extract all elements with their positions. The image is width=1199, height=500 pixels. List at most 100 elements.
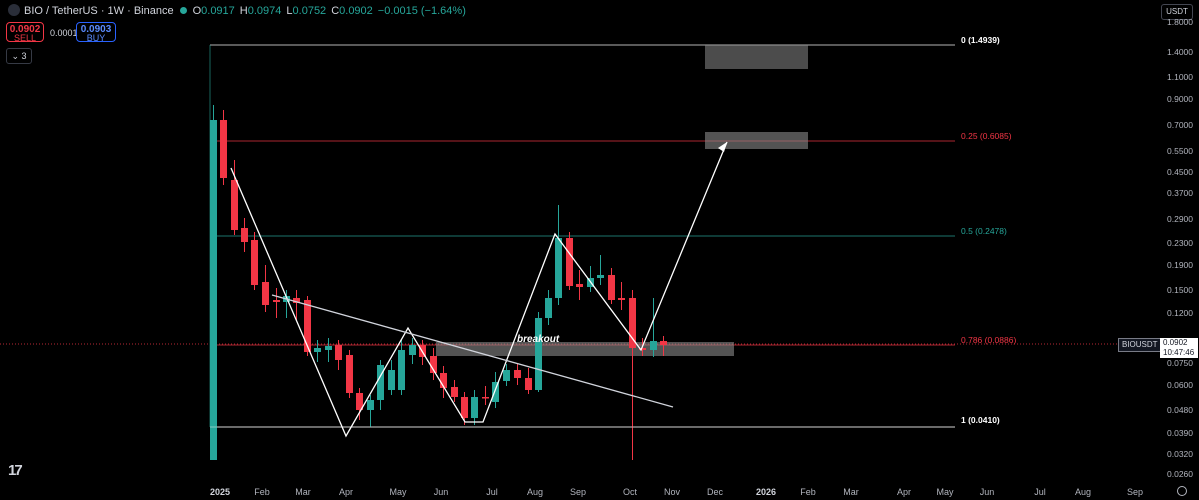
candle-body (576, 284, 583, 287)
candle-body (618, 298, 625, 300)
candle-body (241, 228, 248, 242)
time-axis-label: 2026 (755, 487, 777, 497)
time-axis-label: 2025 (209, 487, 231, 497)
tradingview-logo-icon[interactable]: 17 (8, 462, 23, 479)
candle-body (503, 370, 510, 381)
candle-body (377, 365, 384, 400)
candle-body (220, 120, 227, 178)
market-open-dot-icon (179, 7, 187, 14)
candle-body (461, 397, 468, 418)
price-tag-symbol: BIOUSDT (1118, 338, 1162, 352)
time-axis-label: Oct (622, 487, 638, 497)
indicator-collapse-button[interactable]: ⌄ 3 (6, 48, 32, 64)
chart-legend: BIO / TetherUS · 1W · Binance O0.0917 H0.0… (8, 4, 471, 17)
fib-level-label: 0.5 (0.2478) (961, 226, 1007, 236)
price-axis-label: 0.1900 (1167, 260, 1193, 270)
candle-body (210, 120, 217, 460)
high-value: 0.0974 (247, 5, 282, 17)
price-axis-label: 0.0390 (1167, 428, 1193, 438)
indicator-count: 3 (21, 51, 27, 61)
spread-value: 0.0001 (50, 28, 78, 38)
candle-body (639, 348, 646, 350)
fib-level-label: 0.25 (0.6085) (961, 131, 1012, 141)
target-zone-top (705, 45, 808, 69)
candle-body (314, 348, 321, 352)
close-value: 0.0902 (339, 5, 373, 17)
time-axis-label: May (389, 487, 407, 497)
currency-button[interactable]: USDT (1161, 4, 1193, 20)
candle-body (492, 382, 499, 402)
price-axis-label: 0.9000 (1167, 94, 1193, 104)
buy-button[interactable]: 0.0903 BUY (76, 22, 116, 43)
candle-body (451, 387, 458, 397)
price-axis-label: 0.0260 (1167, 469, 1193, 479)
candle-body (293, 298, 300, 303)
candle-body (335, 345, 342, 360)
candle-body (660, 341, 667, 345)
price-axis-label: 0.3700 (1167, 188, 1193, 198)
fib-level-label: 0.786 (0.0886) (961, 335, 1017, 345)
price-tag-countdown: 10:47:46 (1163, 348, 1195, 357)
time-axis-label: Feb (800, 487, 816, 497)
candle-body (304, 300, 311, 352)
price-axis-label: 0.0480 (1167, 405, 1193, 415)
low-label: L (286, 5, 293, 17)
price-axis-label: 0.2300 (1167, 238, 1193, 248)
time-axis-label: Apr (338, 487, 354, 497)
time-axis-label: Aug (1074, 487, 1092, 497)
price-axis-label: 0.7000 (1167, 120, 1193, 130)
candle-body (471, 397, 478, 418)
low-value: 0.0752 (292, 5, 327, 17)
candle-body (325, 346, 332, 350)
fib-level-label: 0 (1.4939) (961, 35, 1000, 45)
buy-price: 0.0903 (80, 24, 112, 35)
zigzag-projection-line (230, 141, 728, 438)
time-axis-label: Mar (843, 487, 859, 497)
price-axis-label: 1.8000 (1167, 17, 1193, 27)
sell-price: 0.0902 (9, 24, 41, 35)
candle-body (388, 370, 395, 390)
close-label: C (331, 5, 340, 17)
time-axis-label: Jul (486, 487, 498, 497)
candle-body (262, 282, 269, 305)
candle-body (346, 355, 353, 393)
buy-label: BUY (86, 33, 106, 43)
time-axis-label: Sep (1126, 487, 1144, 497)
candle-body (597, 275, 604, 278)
chevron-down-icon: ⌄ (11, 51, 19, 61)
symbol-logo-icon (8, 4, 20, 16)
price-axis-label: 0.5500 (1167, 146, 1193, 156)
time-axis-label: Jun (979, 487, 995, 497)
breakout-annotation: breakout (517, 334, 560, 345)
time-axis-label: Aug (526, 487, 544, 497)
time-axis-label: Jun (433, 487, 449, 497)
open-value: 0.0917 (201, 5, 235, 17)
price-axis-label: 0.2900 (1167, 214, 1193, 224)
gear-icon[interactable] (1177, 486, 1187, 496)
price-axis-label: 0.1500 (1167, 285, 1193, 295)
symbol-title[interactable]: BIO / TetherUS · 1W · Binance (24, 5, 174, 17)
open-label: O (192, 5, 202, 17)
time-axis-label: May (936, 487, 954, 497)
candle-body (629, 298, 636, 348)
fib-level-label: 1 (0.0410) (961, 415, 1000, 425)
sell-label: SELL (13, 33, 37, 43)
time-axis-label: Apr (896, 487, 912, 497)
time-axis-label: Mar (295, 487, 311, 497)
time-axis-label: Feb (254, 487, 270, 497)
candle-body (608, 275, 615, 300)
price-axis-label: 0.0600 (1167, 380, 1193, 390)
candle-body (555, 238, 562, 298)
time-axis-label: Sep (569, 487, 587, 497)
price-axis-label: 0.1200 (1167, 308, 1193, 318)
high-label: H (239, 5, 248, 17)
candle-body (409, 345, 416, 355)
sell-button[interactable]: 0.0902 SELL (6, 22, 44, 43)
candle-body (525, 378, 532, 390)
descending-trendline (271, 294, 674, 408)
candle-body (398, 350, 405, 390)
price-tag-box: 0.0902 10:47:46 (1160, 338, 1198, 358)
time-axis-label: Nov (663, 487, 681, 497)
candle-body (273, 300, 280, 302)
